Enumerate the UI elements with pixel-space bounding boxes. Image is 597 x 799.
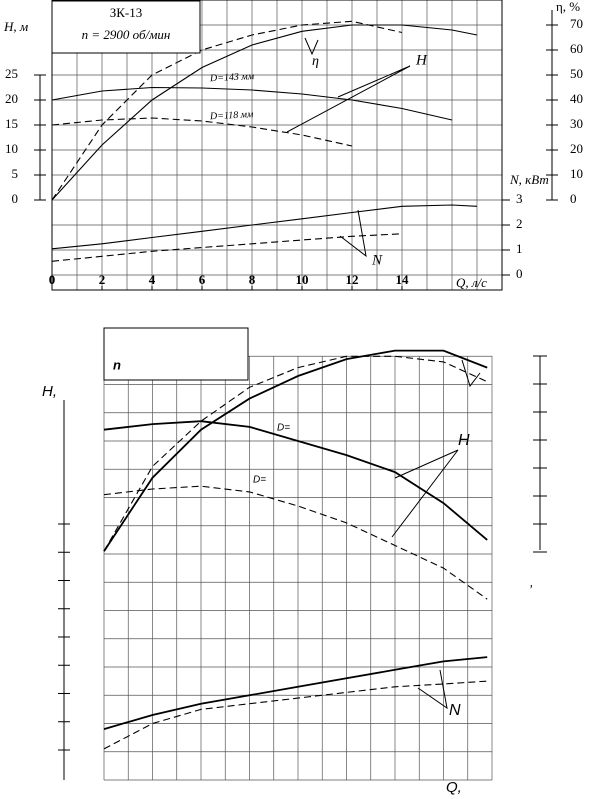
- curve: [103, 355, 488, 552]
- y3-label: N, кВт: [509, 172, 549, 187]
- curve: [51, 86, 453, 121]
- y2-tick-label: 10: [570, 166, 583, 181]
- annotation: D=: [253, 475, 266, 486]
- label-box: [103, 327, 249, 381]
- title: n: [113, 357, 121, 372]
- annotation: η: [312, 54, 319, 69]
- annotation: H: [458, 432, 470, 449]
- curve: [103, 656, 488, 730]
- x-tick-label: 8: [249, 272, 256, 287]
- annotation: ,: [530, 574, 534, 589]
- leader: [304, 37, 319, 56]
- y-label: H, м: [3, 19, 28, 34]
- annotation: D=143 мм: [209, 71, 255, 84]
- curve: [103, 349, 488, 552]
- subtitle: n = 2900 об/мин: [82, 27, 171, 42]
- y-tick-label: 5: [12, 166, 19, 181]
- chart-top: 0 2 4 6 8 10 12 1405101520250102030405060700123…: [3, 0, 583, 291]
- title: ЗК-13: [110, 5, 143, 20]
- leader-lines: [63, 37, 541, 780]
- y-tick-label: 0: [12, 191, 19, 206]
- x-tick-label: 0: [49, 272, 56, 287]
- chart-bottom: n H, Q, D= D= H N,: [42, 327, 534, 796]
- curve: [51, 233, 403, 262]
- annotation: D=118 мм: [209, 109, 255, 122]
- plot-frame: [51, 0, 503, 291]
- x-tick-label: 14: [396, 272, 410, 287]
- annotation: D=: [277, 423, 290, 434]
- leader: [417, 669, 448, 710]
- curve: [103, 420, 488, 541]
- y3-tick-label: 0: [516, 266, 523, 281]
- leader: [339, 209, 367, 258]
- x-label: Q,: [446, 779, 462, 796]
- curve: [51, 117, 353, 147]
- curve: [51, 24, 478, 201]
- y3-tick-label: 2: [516, 216, 523, 231]
- x-tick-label: 12: [346, 272, 359, 287]
- y-tick-label: 10: [5, 141, 18, 156]
- curve: [103, 680, 488, 750]
- y-tick-label: 20: [5, 91, 18, 106]
- x-tick-label: 6: [199, 272, 206, 287]
- y2-label: η, %: [556, 0, 580, 14]
- leader: [286, 65, 411, 133]
- leader: [461, 359, 481, 388]
- y2-tick-label: 70: [570, 16, 583, 31]
- unlabeled-ticks: [58, 355, 547, 751]
- label-box: [51, 0, 201, 54]
- y2-tick-label: 60: [570, 41, 583, 56]
- x-label: Q, л/с: [456, 275, 487, 290]
- y-tick-label: 15: [5, 116, 18, 131]
- annotation: N: [449, 702, 461, 719]
- y-label: H,: [42, 383, 57, 400]
- y2-tick-label: 40: [570, 91, 583, 106]
- curve: [51, 204, 478, 250]
- y3-tick-label: 1: [516, 241, 523, 256]
- y2-tick-label: 50: [570, 66, 583, 81]
- x-tick-label: 10: [296, 272, 309, 287]
- annotation: H: [415, 52, 428, 68]
- x-tick-label: 4: [149, 272, 156, 287]
- x-tick-label: 2: [99, 272, 106, 287]
- y2-tick-label: 0: [570, 191, 577, 206]
- y3-tick-label: 3: [516, 191, 523, 206]
- leader: [391, 449, 459, 538]
- annotation: N: [371, 252, 383, 268]
- y2-tick-label: 30: [570, 116, 583, 131]
- y2-tick-label: 20: [570, 141, 583, 156]
- curve: [51, 20, 403, 201]
- y-tick-label: 25: [5, 66, 18, 81]
